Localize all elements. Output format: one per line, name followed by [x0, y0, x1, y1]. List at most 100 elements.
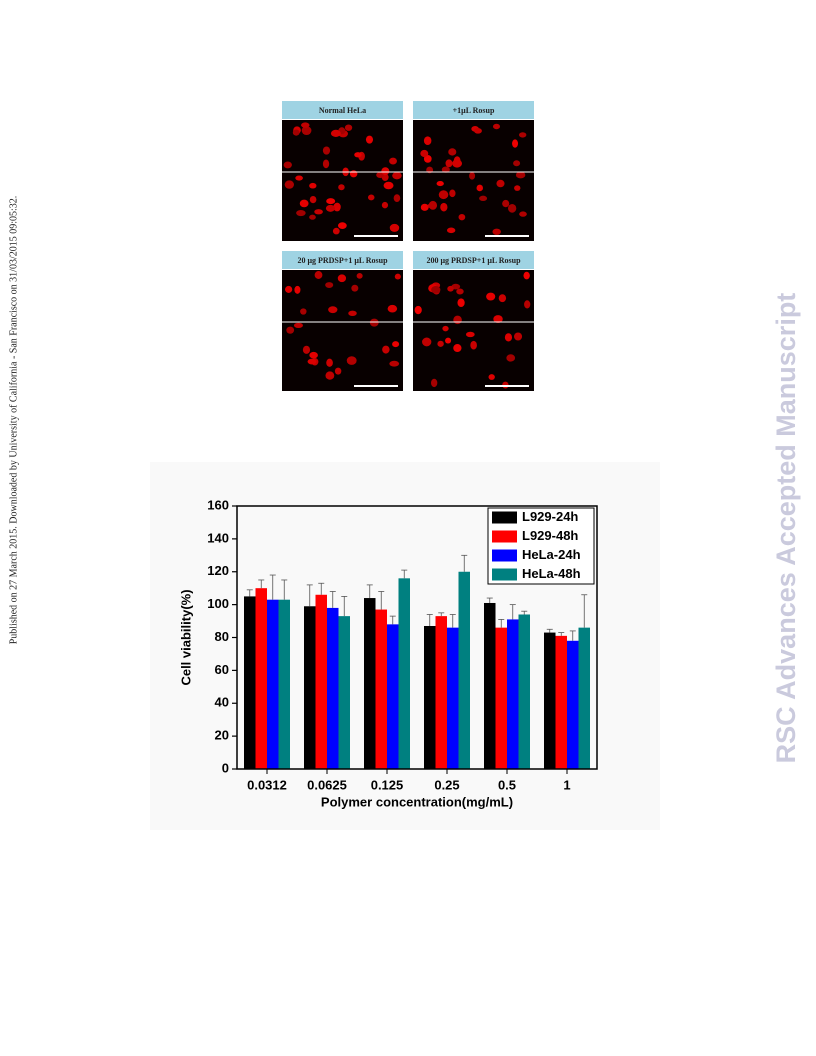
bar	[327, 607, 339, 769]
bar	[304, 606, 316, 769]
cell	[295, 175, 303, 181]
x-tick-label: 0.5	[498, 777, 516, 792]
cell	[325, 204, 336, 212]
panel-label: Normal HeLa	[319, 106, 366, 115]
cell	[351, 284, 359, 292]
y-tick-label: 40	[215, 695, 229, 710]
bar	[364, 598, 376, 769]
cell	[449, 189, 456, 198]
cell	[392, 341, 400, 348]
y-tick-label: 140	[207, 530, 229, 545]
bar	[278, 599, 290, 769]
bar	[518, 614, 530, 769]
cell	[442, 325, 449, 332]
cell	[465, 331, 475, 338]
cell	[453, 315, 462, 325]
bar	[495, 627, 507, 769]
y-tick-label: 0	[222, 760, 229, 775]
y-tick-label: 100	[207, 596, 229, 611]
micrograph	[282, 120, 403, 241]
cell	[322, 159, 330, 169]
bar	[375, 609, 387, 769]
y-tick-label: 20	[215, 728, 229, 743]
cell	[309, 214, 316, 220]
cell	[420, 149, 429, 158]
bar	[567, 640, 579, 769]
y-tick-label: 80	[215, 629, 229, 644]
cell	[486, 292, 496, 301]
cell	[515, 171, 526, 179]
panel-label: 200 μg PRDSP+1 μL Rosup	[426, 256, 521, 265]
cell	[301, 122, 310, 128]
cell	[452, 159, 463, 168]
cell	[381, 167, 390, 176]
cell	[338, 184, 345, 191]
cell	[328, 306, 338, 314]
cell	[381, 201, 389, 209]
cell	[492, 228, 501, 235]
cell	[322, 146, 331, 155]
cell	[496, 179, 505, 188]
cell	[293, 322, 303, 328]
legend-label: HeLa-24h	[522, 547, 581, 562]
cell	[284, 180, 294, 189]
cell	[301, 126, 312, 135]
cell	[296, 210, 306, 217]
cell	[469, 172, 476, 180]
cell	[389, 223, 400, 232]
bar	[484, 602, 496, 769]
cell	[389, 360, 400, 367]
legend-label: HeLa-48h	[522, 566, 581, 581]
cell	[470, 340, 477, 350]
cell	[423, 155, 432, 163]
cell	[476, 184, 484, 192]
legend-label: L929-48h	[522, 528, 578, 543]
cell	[299, 199, 309, 208]
cell	[309, 195, 317, 204]
cell	[414, 305, 422, 315]
legend-swatch	[492, 511, 517, 524]
bar	[424, 625, 436, 769]
cell	[438, 190, 449, 200]
panel-header	[282, 101, 403, 119]
panel-label: +1μL Rosup	[453, 106, 495, 115]
cell	[284, 285, 293, 293]
cell	[448, 148, 457, 156]
cell	[502, 199, 510, 208]
cell	[309, 351, 318, 359]
cell	[387, 304, 398, 313]
cell	[431, 285, 441, 294]
cell	[506, 354, 516, 362]
bar	[387, 624, 399, 769]
cell	[300, 308, 307, 315]
cell	[302, 345, 311, 354]
cell	[330, 129, 341, 137]
cell	[309, 182, 317, 189]
cell	[523, 271, 530, 280]
bar	[544, 632, 556, 769]
x-axis-label: Polymer concentration(mg/mL)	[321, 794, 513, 809]
cell	[436, 181, 444, 187]
bar	[555, 635, 567, 769]
cell	[393, 194, 401, 202]
cell	[474, 128, 482, 134]
cell	[392, 171, 402, 180]
bar	[244, 596, 256, 769]
y-tick-label: 160	[207, 497, 229, 512]
x-tick-label: 0.0625	[307, 777, 347, 792]
cell	[344, 124, 353, 131]
cell	[513, 160, 521, 167]
cell	[514, 185, 521, 191]
cell	[493, 315, 503, 323]
bar	[338, 616, 350, 769]
cell	[498, 294, 507, 303]
cell	[423, 136, 432, 146]
bar	[507, 619, 519, 769]
cell	[348, 310, 357, 316]
panel-header	[413, 251, 534, 269]
cell	[365, 135, 374, 144]
x-tick-label: 0.0312	[247, 777, 287, 792]
cell	[294, 285, 301, 294]
cell	[493, 123, 500, 130]
